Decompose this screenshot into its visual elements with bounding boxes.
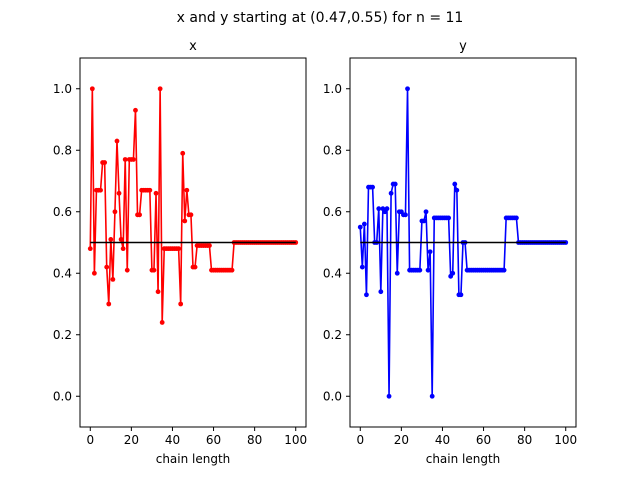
y-y-tick-label: 0.2	[323, 328, 342, 342]
y-data-point	[403, 212, 408, 218]
x-data-point	[118, 237, 124, 242]
y-data-point	[423, 209, 429, 215]
subplot-y: y 0 20 40 60 80 100 0.0 0.2 0.4 0.6 0.8 1.0 chain len…	[323, 39, 577, 466]
x-x-tick-label: 100	[284, 433, 307, 447]
y-x-axis-label: chain length	[426, 452, 501, 466]
x-data-point	[114, 138, 120, 144]
x-data-point	[116, 190, 122, 196]
x-data-point	[87, 246, 93, 252]
x-subplot-title: x	[189, 39, 197, 54]
y-data-point	[501, 267, 507, 273]
x-data-point	[151, 267, 157, 273]
y-data-point	[376, 206, 382, 212]
x-data-point	[112, 209, 118, 215]
x-y-tick-label: 0.0	[53, 389, 72, 403]
y-data-point	[454, 187, 460, 193]
y-y-tick-label: 1.0	[323, 82, 342, 96]
y-data-point	[364, 292, 369, 298]
x-data-point	[159, 320, 165, 325]
y-data-point	[378, 289, 384, 295]
y-y-tick-label: 0.0	[323, 389, 342, 403]
x-data-point	[104, 264, 110, 270]
y-data-point	[405, 86, 410, 92]
y-x-tick-label: 60	[476, 433, 491, 447]
y-data-point	[394, 270, 400, 276]
x-x-tick-label: 20	[124, 433, 139, 447]
x-data-point	[131, 157, 136, 162]
y-data-point	[392, 181, 398, 187]
x-y-tick-label: 0.6	[53, 205, 72, 219]
y-y-tick-label: 0.4	[323, 266, 342, 280]
x-x-tick-label: 0	[86, 433, 94, 447]
x-data-point	[207, 243, 212, 248]
y-axes-frame	[349, 57, 577, 428]
x-data-point	[229, 267, 235, 273]
y-data-point	[514, 215, 519, 221]
x-data-point	[176, 246, 182, 252]
x-x-tick-label: 80	[247, 433, 262, 447]
y-data-point	[386, 393, 392, 399]
x-data-point	[147, 187, 153, 193]
x-data-point	[106, 301, 112, 307]
y-plot-area	[357, 86, 569, 399]
y-data-point	[388, 190, 394, 196]
y-data-point	[425, 267, 431, 273]
y-data-point	[361, 221, 367, 227]
x-y-tick-label: 1.0	[53, 82, 72, 96]
y-data-point	[563, 240, 569, 245]
y-data-point	[370, 184, 375, 190]
x-data-point	[153, 190, 159, 196]
y-data-point	[450, 270, 456, 276]
x-data-point	[108, 237, 114, 242]
y-data-point	[458, 292, 464, 298]
x-data-point	[192, 264, 198, 270]
x-data-point	[155, 289, 161, 295]
y-data-point	[421, 218, 427, 224]
y-data-point	[357, 224, 363, 230]
x-x-tick-label: 40	[165, 433, 180, 447]
y-data-point	[429, 393, 435, 399]
x-data-point	[180, 150, 186, 156]
x-data-point	[98, 187, 103, 193]
x-data-point	[124, 267, 130, 273]
y-data-point	[384, 206, 390, 212]
x-y-tick-label: 0.2	[53, 328, 72, 342]
x-axes-frame	[79, 57, 307, 428]
y-y-tick-label: 0.8	[323, 143, 342, 157]
x-data-point	[120, 246, 126, 252]
x-data-point	[293, 240, 299, 245]
x-data-point	[178, 301, 184, 307]
y-x-tick-label: 0	[356, 433, 364, 447]
x-data-point	[184, 187, 190, 193]
y-x-tick-label: 20	[394, 433, 409, 447]
y-data-point	[427, 249, 433, 255]
x-data-point	[188, 212, 194, 218]
x-y-tick-label: 0.8	[53, 143, 72, 157]
y-data-point	[452, 181, 458, 187]
subplot-x: x 0 20 40 60 80 100 0.0 0.2 0.4 0.6 0.8 1.0 chain len…	[53, 39, 307, 466]
x-data-point	[122, 157, 128, 162]
y-x-tick-label: 80	[517, 433, 532, 447]
x-data-point	[89, 86, 95, 92]
x-data-point	[110, 277, 116, 282]
x-data-point	[157, 86, 163, 92]
x-y-tick-label: 0.4	[53, 266, 72, 280]
x-plot-area	[87, 86, 299, 325]
y-data-point	[359, 264, 365, 270]
y-y-tick-label: 0.6	[323, 205, 342, 219]
x-data-point	[133, 107, 138, 113]
y-x-tick-label: 100	[554, 433, 577, 447]
x-x-tick-label: 60	[206, 433, 221, 447]
y-data-point	[417, 267, 423, 273]
y-x-tick-label: 40	[435, 433, 450, 447]
x-data-point	[137, 212, 142, 218]
x-x-axis-label: chain length	[156, 452, 231, 466]
x-data-point	[102, 160, 108, 165]
x-data-point	[91, 270, 97, 276]
figure-suptitle: x and y starting at (0.47,0.55) for n = …	[177, 10, 464, 26]
y-subplot-title: y	[459, 39, 467, 54]
y-data-point	[446, 215, 452, 221]
x-data-point	[182, 218, 188, 224]
